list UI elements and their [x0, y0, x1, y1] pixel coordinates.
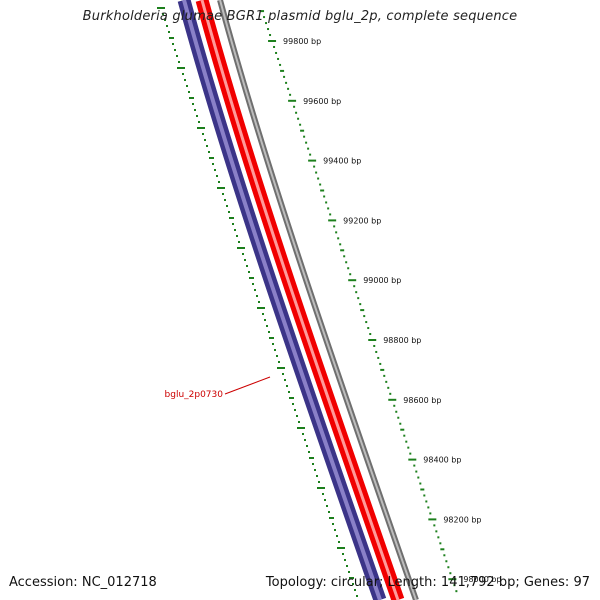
gene-label-bglu_2p0730: bglu_2p0730 [165, 390, 224, 400]
accession-text: Accession: NC_012718 [9, 575, 157, 590]
forward-strand-highlight [200, 0, 400, 600]
topology-label: Topology: [265, 575, 327, 590]
tick-label: 98600 bp [403, 396, 441, 405]
inner-tick-ruler [157, 7, 358, 597]
tick-label: 99600 bp [303, 97, 341, 106]
outer-tick-ruler: 99800 bp 99600 bp 99400 bp 99200 bp 99000 bp… [260, 10, 502, 593]
sequence-stats: Topology: circular; Length: 141,792 bp; … [265, 575, 590, 590]
genes-value: 97 [573, 575, 590, 590]
tick-label: 98400 bp [423, 456, 461, 465]
gene-callout-line [224, 376, 271, 395]
length-label: Length: [387, 575, 437, 590]
tick-label: 99200 bp [343, 216, 381, 225]
map-title: Burkholderia glumae BGR1 plasmid bglu_2p… [82, 9, 518, 24]
tick-label: 98200 bp [443, 515, 481, 524]
accession-value: NC_012718 [81, 575, 157, 590]
tick-label: 99400 bp [323, 157, 361, 166]
backbone-highlight [219, 0, 417, 600]
accession-label: Accession: [9, 575, 78, 590]
topology-value: circular [330, 575, 380, 590]
genes-label: Genes: [523, 575, 570, 590]
reverse-strand-highlight [182, 0, 382, 600]
tick-label: 98000 bp [463, 575, 501, 584]
tick-label: 99000 bp [363, 276, 401, 285]
strand-tracks [177, 0, 419, 600]
backbone-track [217, 0, 419, 600]
forward-strand-track [195, 0, 405, 600]
length-value: 141,792 bp [440, 575, 516, 590]
tick-label: 99800 bp [283, 37, 321, 46]
tick-label: 98800 bp [383, 336, 421, 345]
gene-callout: bglu_2p0730 [165, 376, 271, 400]
